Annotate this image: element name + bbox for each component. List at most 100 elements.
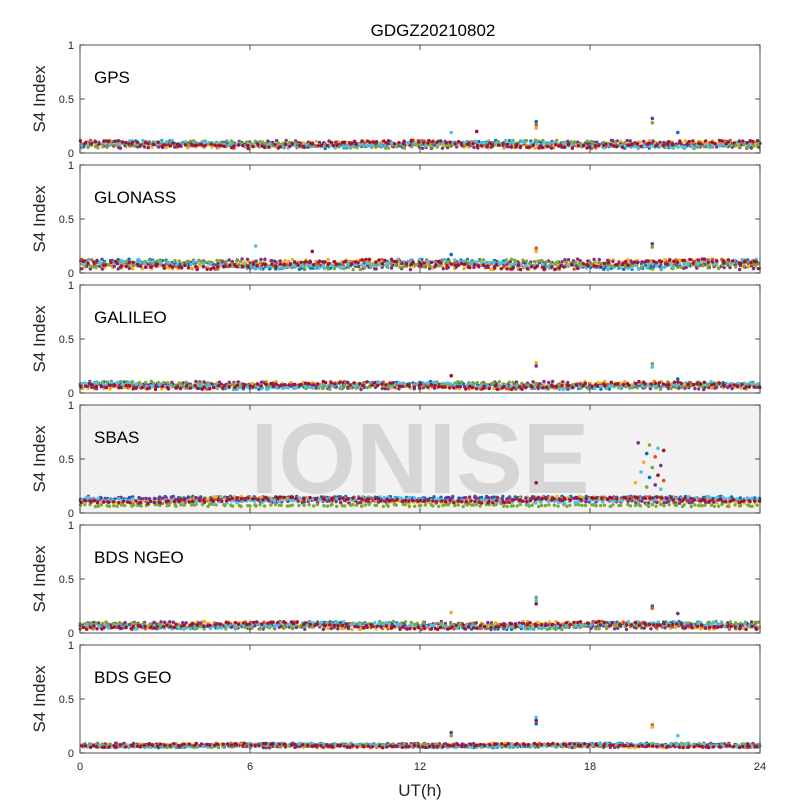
data-point	[258, 261, 262, 265]
data-point	[487, 261, 492, 265]
data-point	[402, 146, 407, 150]
data-point	[173, 258, 177, 263]
data-point	[679, 265, 683, 269]
data-point	[139, 264, 143, 268]
data-point	[158, 258, 162, 262]
data-point	[371, 140, 375, 144]
data-point	[742, 498, 746, 503]
data-point	[551, 141, 555, 145]
data-point	[505, 142, 509, 146]
data-point	[258, 503, 262, 507]
data-point	[308, 385, 312, 389]
data-point	[551, 379, 555, 384]
data-point	[190, 266, 194, 270]
data-point	[360, 139, 364, 143]
data-point	[448, 498, 452, 503]
data-point	[678, 140, 682, 144]
data-point	[361, 263, 365, 267]
data-point	[374, 503, 379, 507]
data-point	[87, 257, 91, 262]
data-point	[167, 261, 171, 265]
data-point	[418, 143, 423, 147]
data-point	[755, 503, 759, 507]
data-point	[277, 267, 281, 271]
data-point	[207, 502, 212, 507]
data-point	[350, 144, 355, 149]
data-point	[357, 382, 362, 386]
outlier-point	[659, 463, 663, 468]
data-point	[512, 261, 516, 266]
data-point	[559, 263, 563, 268]
data-point	[691, 261, 695, 265]
data-points	[79, 242, 762, 272]
data-point	[473, 499, 477, 503]
data-point	[741, 139, 745, 143]
data-point	[498, 500, 502, 504]
data-point	[712, 382, 716, 386]
data-point	[648, 144, 652, 148]
data-point	[620, 262, 625, 267]
data-point	[192, 260, 196, 264]
data-point	[555, 494, 559, 499]
data-point	[597, 144, 601, 148]
data-point	[406, 140, 410, 145]
data-point	[251, 144, 255, 149]
data-point	[290, 503, 294, 507]
data-point	[491, 381, 496, 385]
data-point	[452, 386, 456, 390]
outlier-point	[650, 245, 655, 249]
data-point	[350, 262, 354, 266]
data-point	[535, 496, 539, 501]
data-point	[430, 140, 435, 144]
data-point	[502, 385, 506, 389]
data-point	[160, 496, 165, 500]
data-point	[713, 141, 717, 146]
data-point	[135, 140, 140, 144]
data-point	[269, 497, 274, 502]
data-point	[328, 387, 332, 391]
data-point	[501, 494, 505, 499]
data-point	[243, 383, 247, 387]
data-point	[193, 384, 197, 388]
data-point	[570, 385, 575, 390]
data-point	[634, 381, 638, 386]
data-point	[261, 140, 265, 144]
data-point	[377, 142, 382, 146]
outlier-point	[650, 121, 655, 125]
data-point	[490, 495, 494, 500]
data-point	[89, 500, 93, 504]
data-point	[178, 498, 183, 502]
data-point	[100, 257, 104, 261]
data-point	[485, 144, 490, 148]
data-point	[109, 380, 114, 384]
data-point	[127, 380, 131, 385]
data-point	[419, 262, 423, 267]
data-point	[146, 142, 150, 146]
data-point	[322, 497, 327, 502]
data-point	[646, 259, 650, 263]
data-point	[263, 257, 267, 261]
data-point	[620, 499, 624, 503]
data-point	[346, 262, 350, 266]
data-point	[594, 496, 598, 500]
data-point	[683, 145, 687, 149]
data-point	[566, 264, 571, 269]
data-point	[200, 140, 204, 144]
data-point	[426, 498, 430, 502]
data-point	[380, 144, 384, 148]
data-point	[93, 498, 97, 503]
data-point	[480, 141, 484, 145]
data-point	[305, 263, 310, 267]
data-point	[97, 142, 101, 146]
data-point	[159, 139, 163, 144]
data-point	[440, 146, 445, 150]
data-point	[422, 498, 427, 503]
data-point	[547, 503, 551, 507]
data-point	[344, 144, 348, 148]
data-point	[173, 145, 177, 149]
data-point	[662, 140, 666, 145]
data-point	[153, 387, 158, 392]
data-point	[131, 260, 135, 265]
data-point	[662, 265, 667, 269]
data-point	[611, 259, 615, 264]
